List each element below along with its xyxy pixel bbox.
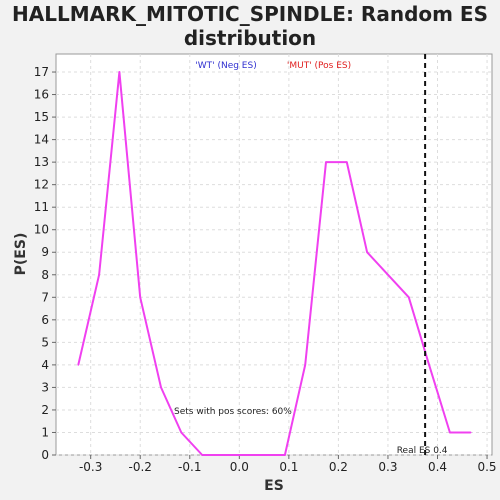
y-tick-label: 10 (34, 223, 49, 237)
data-point (263, 454, 265, 456)
plot-area (55, 53, 493, 456)
y-tick-label: 4 (41, 358, 49, 372)
data-point (77, 364, 80, 366)
data-point (428, 364, 430, 366)
y-tick-label: 3 (41, 380, 49, 394)
data-point (160, 386, 162, 389)
data-point (180, 431, 183, 434)
chart-title: HALLMARK_MITOTIC_SPINDLE: Random ES dist… (0, 2, 500, 50)
chart-title-line2: distribution (183, 26, 317, 50)
y-tick-label: 17 (34, 65, 49, 79)
y-axis-label: P(ES) (13, 233, 29, 276)
x-tick-label: 0.4 (428, 460, 447, 474)
x-axis-label: ES (264, 478, 284, 494)
y-tick-label: 1 (41, 425, 49, 439)
y-tick-label: 14 (34, 133, 49, 147)
data-point (98, 273, 100, 276)
grid (56, 54, 492, 456)
x-tick-label: 0.2 (329, 460, 348, 474)
y-tick-label: 0 (41, 448, 49, 462)
data-point (284, 454, 286, 456)
y-tick-label: 12 (34, 178, 49, 192)
data-point (387, 273, 389, 276)
data-point (201, 454, 203, 456)
x-tick-label: -0.3 (79, 460, 102, 474)
y-tick-label: 11 (34, 200, 49, 214)
y-tick-label: 16 (34, 88, 49, 102)
y-tick-label: 6 (41, 313, 49, 327)
data-point (366, 251, 368, 254)
real-es-label: Real ES 0.4 (397, 446, 448, 456)
series-layer (77, 71, 472, 456)
data-point (222, 454, 224, 456)
x-tick-label: 0.3 (378, 460, 397, 474)
y-tick-label: 13 (34, 155, 49, 169)
data-point (449, 431, 451, 434)
y-tick-label: 9 (41, 245, 49, 259)
y-tick-label: 15 (34, 110, 49, 124)
data-point (118, 71, 121, 73)
y-tick-label: 7 (41, 290, 49, 304)
y-tick-label: 5 (41, 335, 49, 349)
pos-score-annotation: Sets with pos scores: 60% (174, 407, 292, 417)
y-tick-label: 8 (41, 268, 49, 282)
data-point (407, 296, 410, 299)
data-point (469, 431, 472, 434)
chart-title-line1: HALLMARK_MITOTIC_SPINDLE: Random ES (11, 2, 488, 26)
x-tick-label: 0.5 (477, 460, 496, 474)
series-line (77, 71, 471, 456)
y-tick-label: 2 (41, 403, 49, 417)
x-tick-label: -0.2 (129, 460, 152, 474)
data-point (346, 161, 348, 163)
data-point (304, 364, 307, 366)
legend-mut: 'MUT' (Pos ES) (287, 61, 351, 71)
x-tick-label: 0.1 (279, 460, 298, 474)
data-point (325, 161, 327, 163)
legend-wt: 'WT' (Neg ES) (195, 61, 256, 71)
x-tick-label: -0.1 (178, 460, 201, 474)
data-point (242, 454, 245, 456)
data-point (139, 296, 142, 299)
x-tick-label: 0.0 (230, 460, 249, 474)
